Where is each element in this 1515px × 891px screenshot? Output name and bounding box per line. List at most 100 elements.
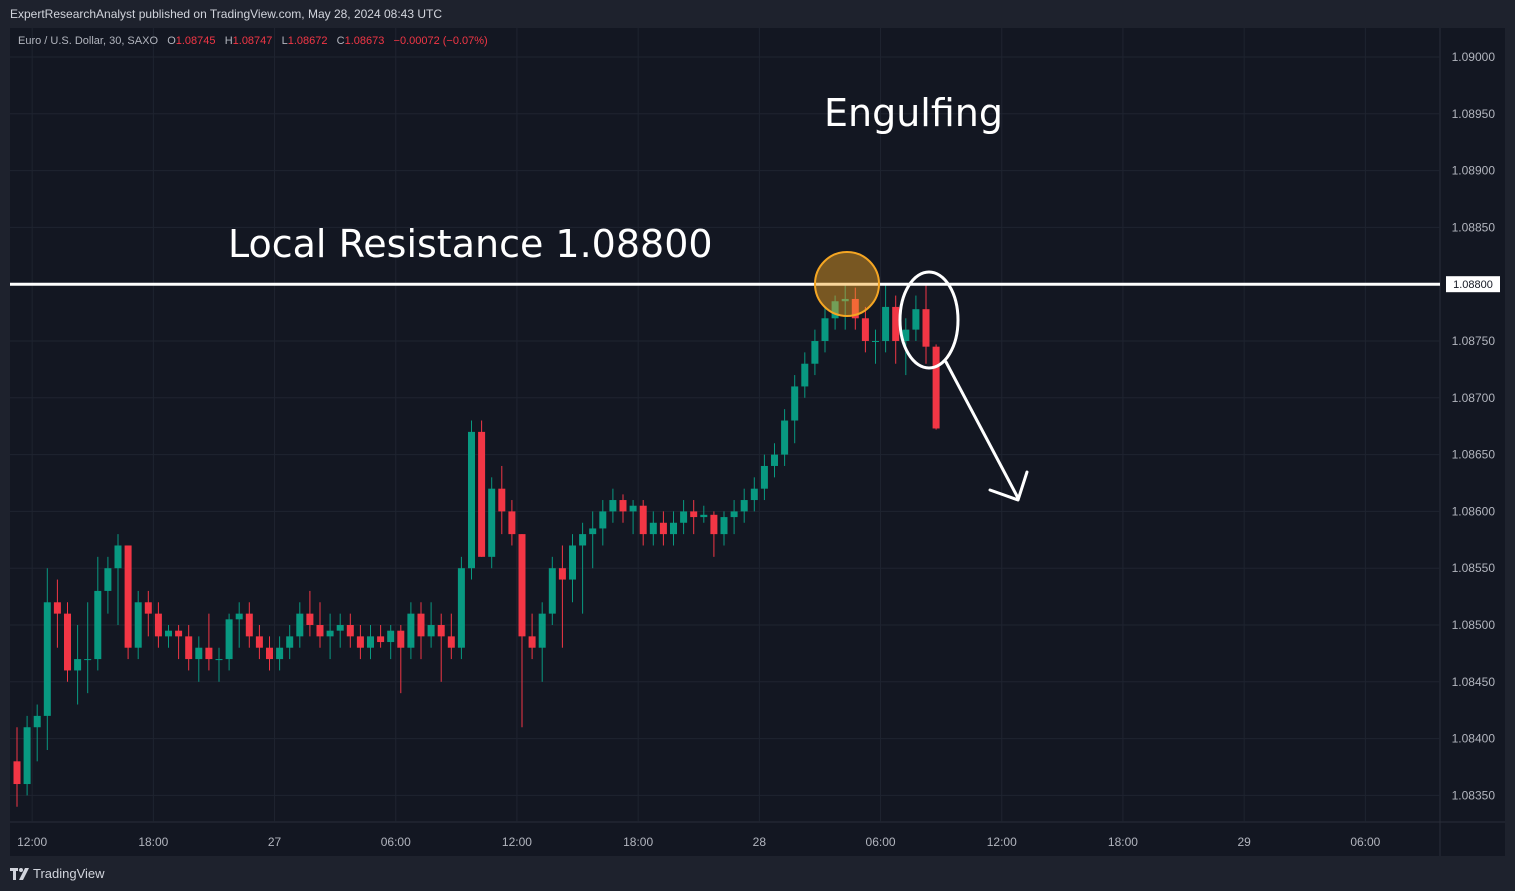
price-tick-label: 1.08900 [1452,164,1496,178]
candle [23,715,31,796]
candle-body [599,511,607,529]
annotations: Engulfing Local Resistance 1.08800 1.088… [10,91,1500,502]
candle-body [205,647,213,660]
candle-body [821,318,829,341]
candle [771,443,778,478]
candle [417,602,425,660]
time-axis[interactable]: 12:00 18:00 27 06:00 12:00 18:00 28 06:00 12:00 1… [17,835,1381,849]
candle [922,284,930,364]
candle-body [94,590,102,660]
candle-body [912,309,920,330]
time-tick-label: 06:00 [866,835,896,849]
candle [720,511,728,546]
candle-body [569,545,576,580]
candle-body [326,630,334,637]
price-tick-label: 1.08400 [1452,732,1496,746]
candle-body [13,761,21,785]
candle [457,556,465,660]
engulfing-ellipse[interactable] [898,270,960,370]
candle-body [639,505,647,535]
time-tick-label: 18:00 [138,835,168,849]
candle-body [518,534,526,637]
candle-body [437,625,445,637]
footer-bar: TradingView [0,858,1515,891]
candle-body [356,636,364,648]
candle [872,329,879,364]
tradingview-logo-icon[interactable] [10,868,30,880]
candle [235,602,243,648]
price-tick-label: 1.08550 [1452,561,1496,575]
candle-body [700,514,708,518]
high-label: H [224,35,233,47]
candle [609,488,617,523]
candle-body [23,727,31,785]
candle [296,602,304,648]
candle [134,590,142,660]
candle [599,500,607,546]
candle-body [43,602,51,716]
candle [154,602,162,648]
candle-body [175,630,183,637]
price-tick-label: 1.08600 [1452,504,1496,518]
resistance-label: Local Resistance 1.08800 [228,222,713,266]
candle [548,556,556,625]
candle [356,625,364,660]
price-tick-label: 1.08750 [1452,334,1496,348]
time-tick-label: 18:00 [623,835,653,849]
time-tick-label: 28 [753,835,767,849]
candle [84,602,92,694]
candle [346,613,354,648]
candle-body [427,625,435,637]
candle-body [629,505,637,512]
candle [13,727,21,807]
candle-body [498,488,506,512]
time-tick-label: 27 [268,835,282,849]
candle-body [670,522,677,535]
symbol-name[interactable]: Euro / U.S. Dollar, 30, SAXO [18,35,159,47]
candle [306,590,314,637]
candle-body [680,511,688,523]
candle-body [286,636,294,648]
chart-pane[interactable] [10,28,1505,856]
candle-body [861,318,869,341]
candle-body [659,522,667,535]
candle [851,287,859,330]
candle [437,613,445,682]
open-label: O [167,35,176,47]
candle [750,477,758,512]
price-axis[interactable]: 1.09000 1.08950 1.08900 1.08850 1.08800 1.087… [1452,50,1496,802]
candle-body [528,636,536,648]
candle [508,500,516,546]
candle-body [245,613,253,637]
candle [407,602,415,660]
candle-body [397,630,405,648]
candle-body [801,363,809,387]
candle-body [579,534,587,546]
down-arrow[interactable] [944,360,1029,502]
candle [165,625,172,648]
candle-body [508,511,516,535]
price-tick-label: 1.09000 [1452,50,1496,64]
candle [912,295,920,341]
candle [478,420,486,557]
tradingview-brand[interactable]: TradingView [33,866,105,881]
candle-body [457,568,465,648]
candle [841,284,849,330]
candle-body [144,602,152,614]
price-tick-label: 1.08450 [1452,675,1496,689]
candle [538,602,546,682]
candle-body [225,619,233,660]
candle [225,613,233,671]
candle [760,454,768,501]
candle-body [922,309,930,347]
close-value: 1.08673 [344,35,385,47]
price-tick-label: 1.08350 [1452,788,1496,802]
resistance-price-tag-text: 1.08800 [1453,279,1493,291]
candle-body [468,431,475,569]
candle-body [750,488,758,501]
publish-bar: ExpertResearchAnalyst published on Tradi… [0,0,1515,28]
low-value: 1.08672 [287,35,328,47]
highlight-circle[interactable] [814,251,880,317]
ohlc-legend: Euro / U.S. Dollar, 30, SAXO O1.08745 H1… [18,35,488,47]
